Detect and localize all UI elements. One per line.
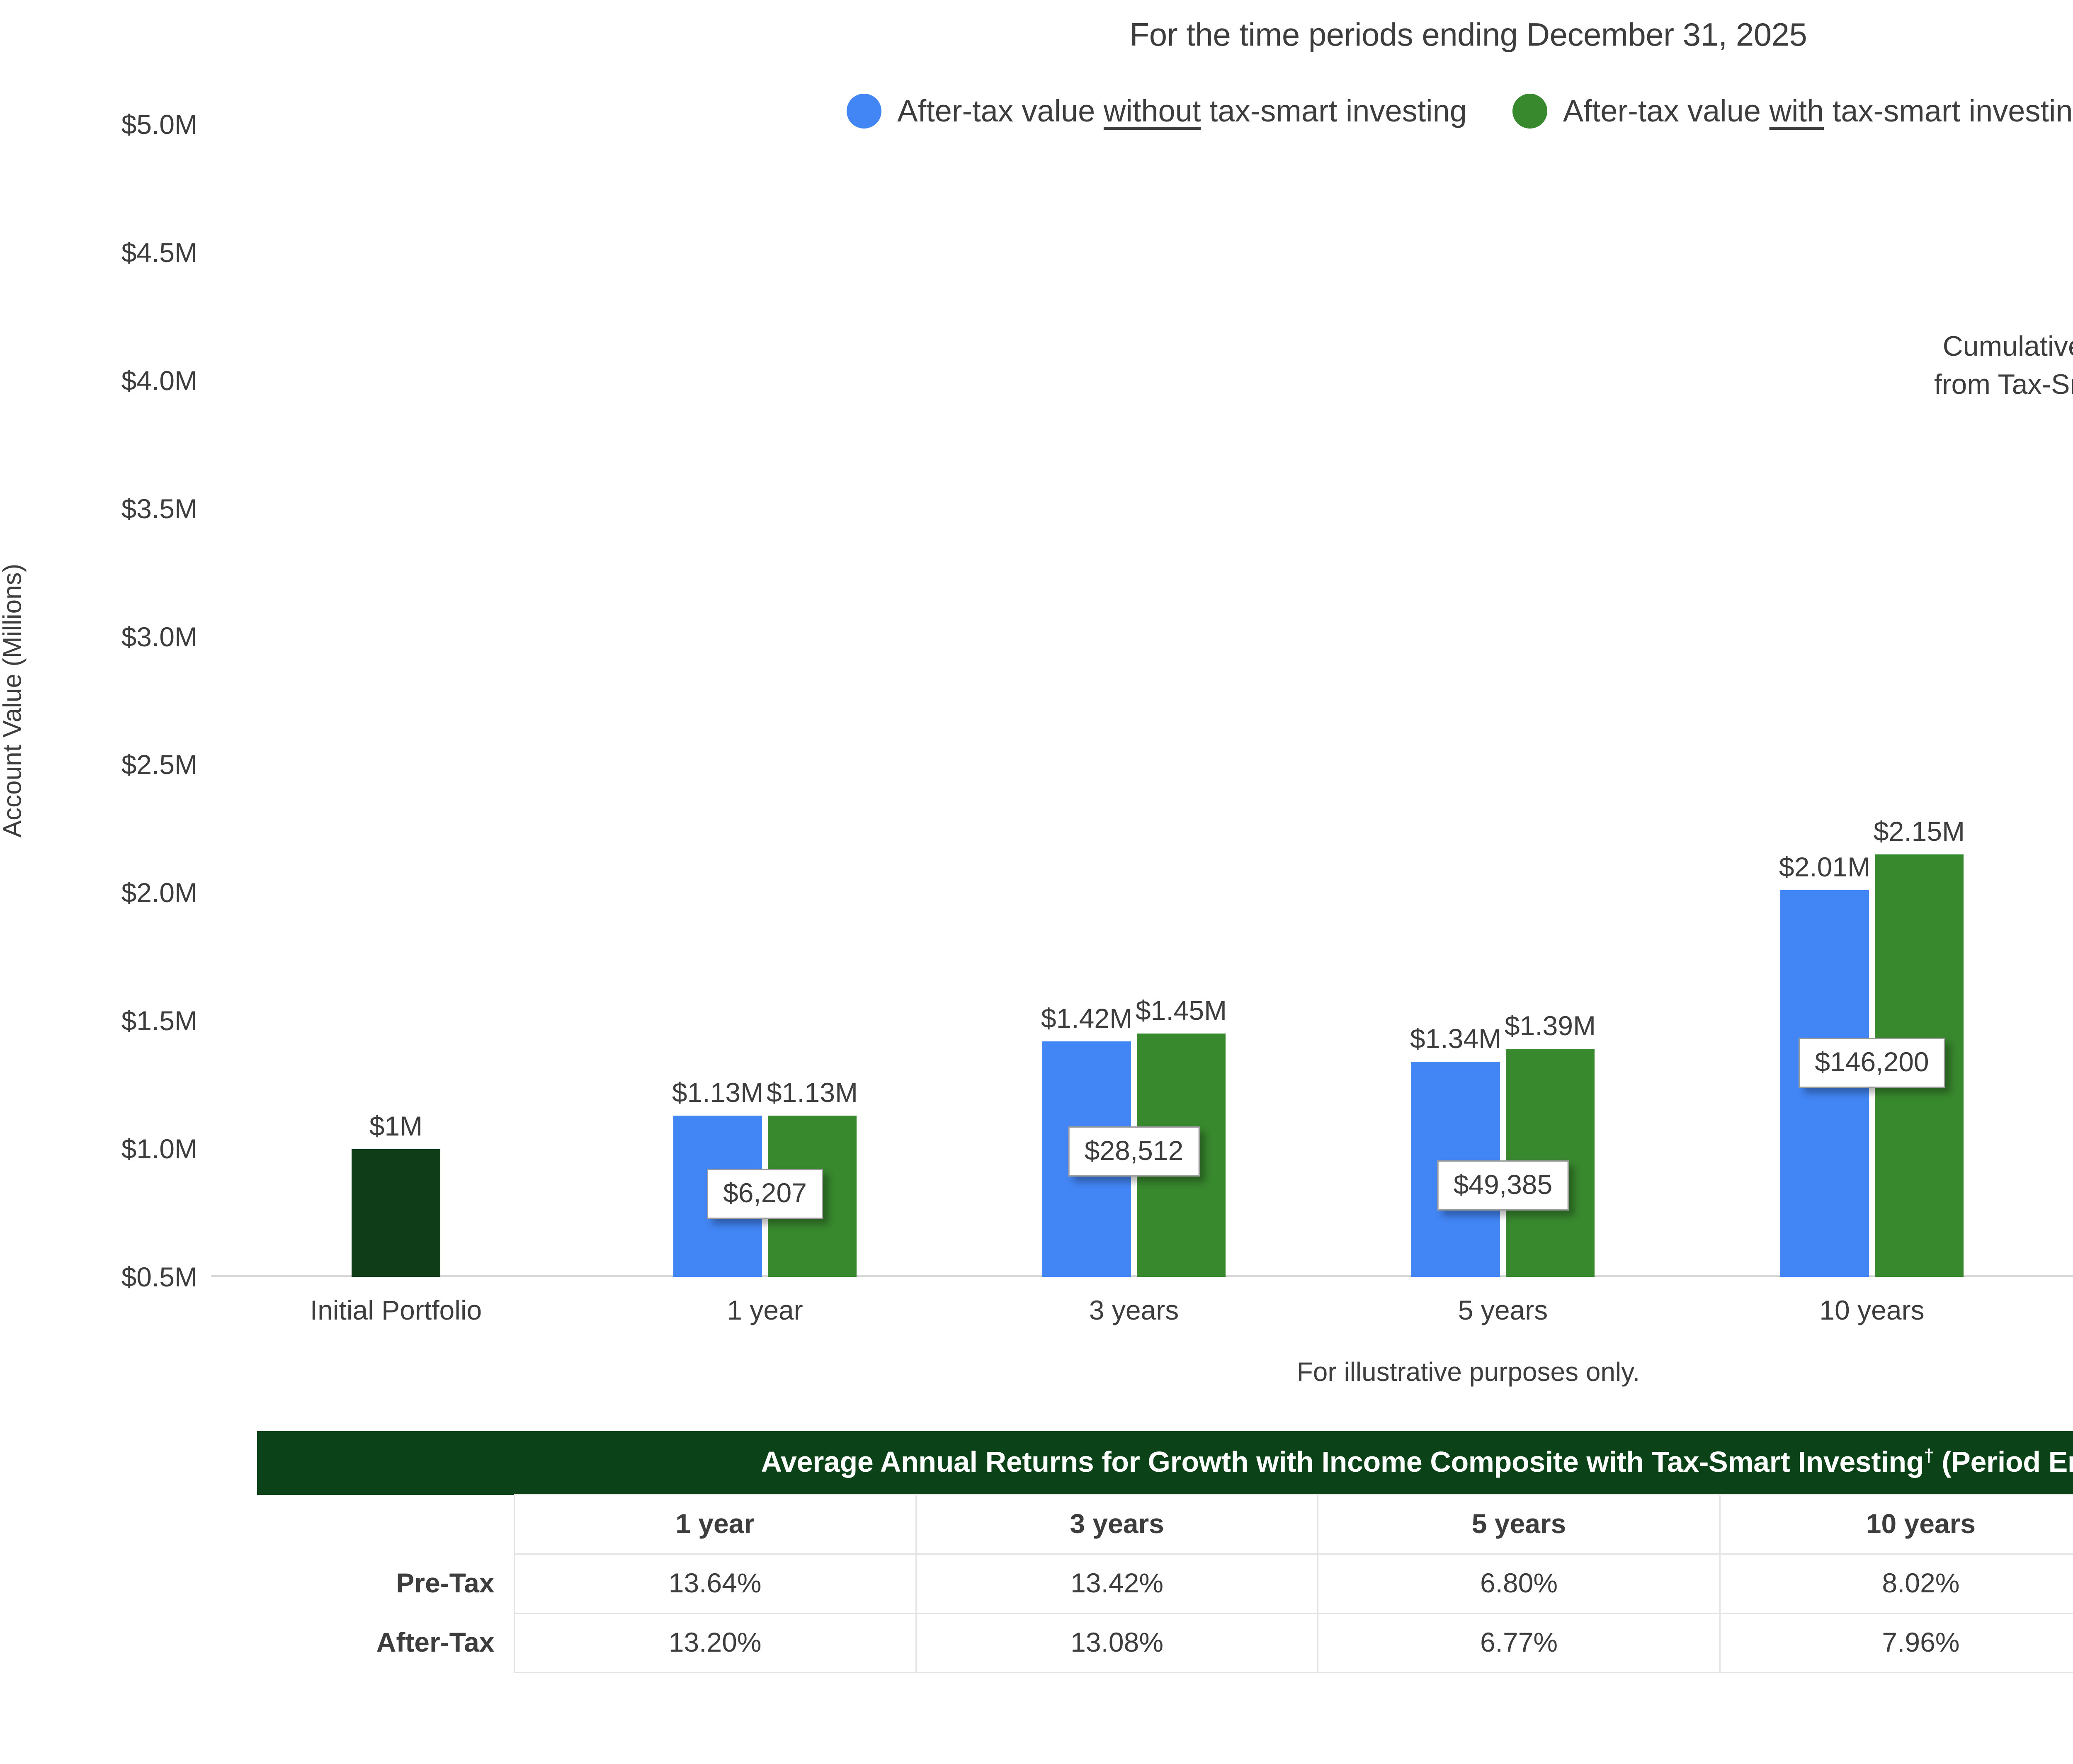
x-category-label-5-years: 5 years [1458,1295,1548,1325]
green-circle-marker-icon [1512,93,1547,129]
legend-label-with: After-tax value with tax-smart investing [1563,94,2073,128]
table-cell: 6.80% [1317,1553,1721,1614]
x-category-label-1-year: 1 year [727,1295,803,1325]
bar-group-initial-portfolio: $1M Initial Portfolio [211,124,580,1325]
bar-value-label: $1.13M [766,1077,858,1108]
y-tick-0-5m: $0.5M [121,1262,197,1292]
table-cell: 7.96% [1719,1613,2073,1673]
annotation-line-2: from Tax-Smart Investing* [1934,368,2073,400]
table-cell: 13.64% [513,1553,917,1614]
table-cell: 6.77% [1317,1613,1721,1673]
table-col-3-years: 3 years [915,1494,1319,1555]
bar-group-5-years: $1.34M $1.39M $49,385 5 years [1318,124,1687,1325]
bar-group-15-years: $2.69M $2.87M $180,109 15 years [2056,124,2073,1277]
bar-group-3-years: $1.42M $1.45M $28,512 3 years [949,124,1318,1325]
y-tick-3-5m: $3.5M [121,493,197,524]
table-row: Pre-Tax 13.64% 13.42% 6.80% 8.02% 7.42% … [257,1553,2073,1614]
chart-title: For the time periods ending December 31,… [1129,16,1807,53]
bar-value-label: $1.13M [672,1077,764,1108]
table-header-row: 1 year 3 years 5 years 10 years 15 years… [257,1494,2073,1555]
table-cell: 13.20% [513,1613,917,1673]
bar-value-label: $1.34M [1410,1023,1502,1054]
bar-value-label: $2.01M [1779,852,1871,882]
table-banner-title: Average Annual Returns for Growth with I… [257,1431,2073,1495]
table-col-10-years: 10 years [1719,1494,2073,1555]
y-tick-4-0m: $4.0M [121,365,197,396]
bar-value-label: $1.39M [1504,1010,1596,1041]
bar-value-label: $1.45M [1135,995,1227,1026]
table-row: After-Tax 13.20% 13.08% 6.77% 7.96% 7.27… [257,1613,2073,1673]
x-category-label-3-years: 3 years [1089,1295,1179,1325]
callout-5-years: $49,385 [1437,1160,1569,1211]
x-category-label-10-years: 10 years [1819,1295,1925,1325]
cumulative-value-annotation: Cumulative Value Added from Tax-Smart In… [1934,328,2073,404]
table-cell: 13.42% [915,1553,1319,1614]
y-tick-3-0m: $3.0M [121,621,197,652]
plot-area: Account Value (Millions) $5.0M $4.5M $4.… [0,109,2073,1325]
y-tick-1-5m: $1.5M [121,1005,197,1036]
legend-item-with[interactable]: After-tax value with tax-smart investing [1512,93,2073,129]
y-axis-title: Account Value (Millions) [0,563,27,838]
table-row-label-pre-tax: Pre-Tax [396,1567,495,1598]
table-cell: 8.02% [1719,1553,2073,1614]
table-corner-cell [257,1495,514,1554]
x-category-label-initial-portfolio: Initial Portfolio [310,1295,482,1325]
callout-1-year: $6,207 [707,1169,823,1219]
blue-circle-marker-icon [847,93,882,129]
table-col-5-years: 5 years [1317,1494,1721,1555]
bar-group-10-years: $2.01M $2.15M $146,200 10 years [1687,124,2056,1325]
bar-value-label: $1M [369,1111,423,1141]
callout-3-years: $28,512 [1068,1126,1200,1177]
chart-legend: After-tax value without tax-smart invest… [0,93,2073,129]
average-annual-returns-table: Average Annual Returns for Growth with I… [257,1431,2073,1673]
returns-table-zone: Average Annual Returns for Growth with I… [0,1431,2073,1673]
table-col-1-year: 1 year [513,1494,917,1555]
table-row-label-after-tax: After-Tax [376,1627,495,1657]
legend-item-without[interactable]: After-tax value without tax-smart invest… [847,93,1467,129]
y-tick-2-5m: $2.5M [121,749,197,780]
bar-value-label: $1.42M [1041,1003,1133,1034]
bar-group-1-year: $1.13M $1.13M $6,207 1 year [580,124,949,1325]
y-tick-1-0m: $1.0M [121,1133,197,1165]
legend-label-without: After-tax value without tax-smart invest… [897,94,1467,128]
annotation-line-1: Cumulative Value Added [1942,330,2073,362]
table-banner-row: Average Annual Returns for Growth with I… [257,1431,2073,1495]
table-cell: 13.08% [915,1613,1319,1673]
y-tick-4-5m: $4.5M [121,237,197,268]
bar-value-label: $2.15M [1873,816,1965,847]
callout-10-years: $146,200 [1799,1038,1945,1088]
y-tick-2-0m: $2.0M [121,877,197,908]
bar-initial-portfolio[interactable]: $1M [352,1111,440,1277]
illustrative-footnote: For illustrative purposes only. [1296,1357,1640,1387]
y-tick-5-0m: $5.0M [121,109,197,140]
